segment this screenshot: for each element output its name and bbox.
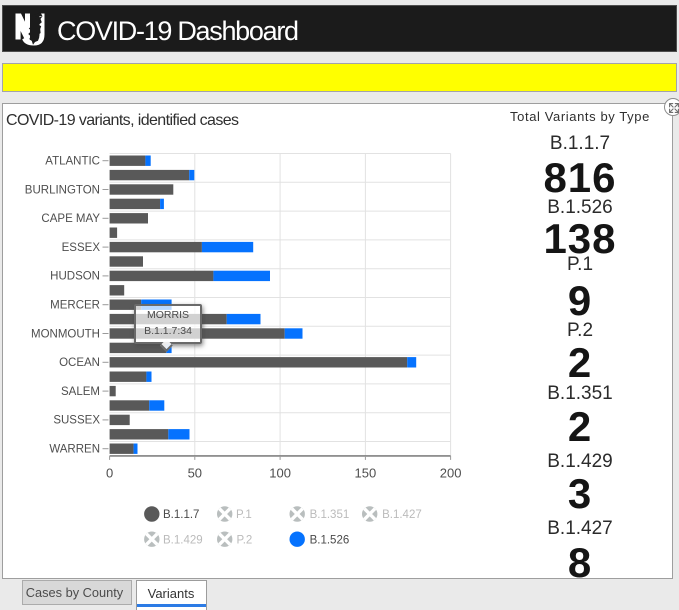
- svg-text:B.1.526: B.1.526: [310, 534, 350, 546]
- svg-text:SUSSEX: SUSSEX: [53, 415, 100, 427]
- svg-text:B.1.429: B.1.429: [163, 534, 203, 546]
- svg-text:100: 100: [269, 466, 291, 481]
- svg-text:B.1.1.7: B.1.1.7: [163, 509, 199, 521]
- svg-text:B.1.427: B.1.427: [382, 509, 422, 521]
- svg-text:MERCER: MERCER: [50, 300, 100, 312]
- svg-text:HUDSON: HUDSON: [50, 271, 100, 283]
- svg-text:CAPE MAY: CAPE MAY: [41, 213, 100, 225]
- svg-text:ESSEX: ESSEX: [62, 242, 101, 254]
- svg-text:ATLANTIC: ATLANTIC: [45, 156, 100, 168]
- svg-text:WARREN: WARREN: [49, 444, 100, 456]
- svg-text:OCEAN: OCEAN: [59, 357, 100, 369]
- svg-text:200: 200: [440, 466, 462, 481]
- svg-text:BURLINGTON: BURLINGTON: [25, 184, 100, 196]
- svg-text:P.2: P.2: [237, 534, 253, 546]
- svg-text:P.1: P.1: [236, 509, 252, 521]
- svg-text:150: 150: [355, 466, 377, 481]
- svg-text:0: 0: [106, 466, 113, 481]
- svg-text:SALEM: SALEM: [61, 386, 100, 398]
- svg-text:50: 50: [188, 466, 202, 481]
- svg-text:B.1.351: B.1.351: [310, 509, 350, 521]
- svg-text:MONMOUTH: MONMOUTH: [31, 328, 100, 340]
